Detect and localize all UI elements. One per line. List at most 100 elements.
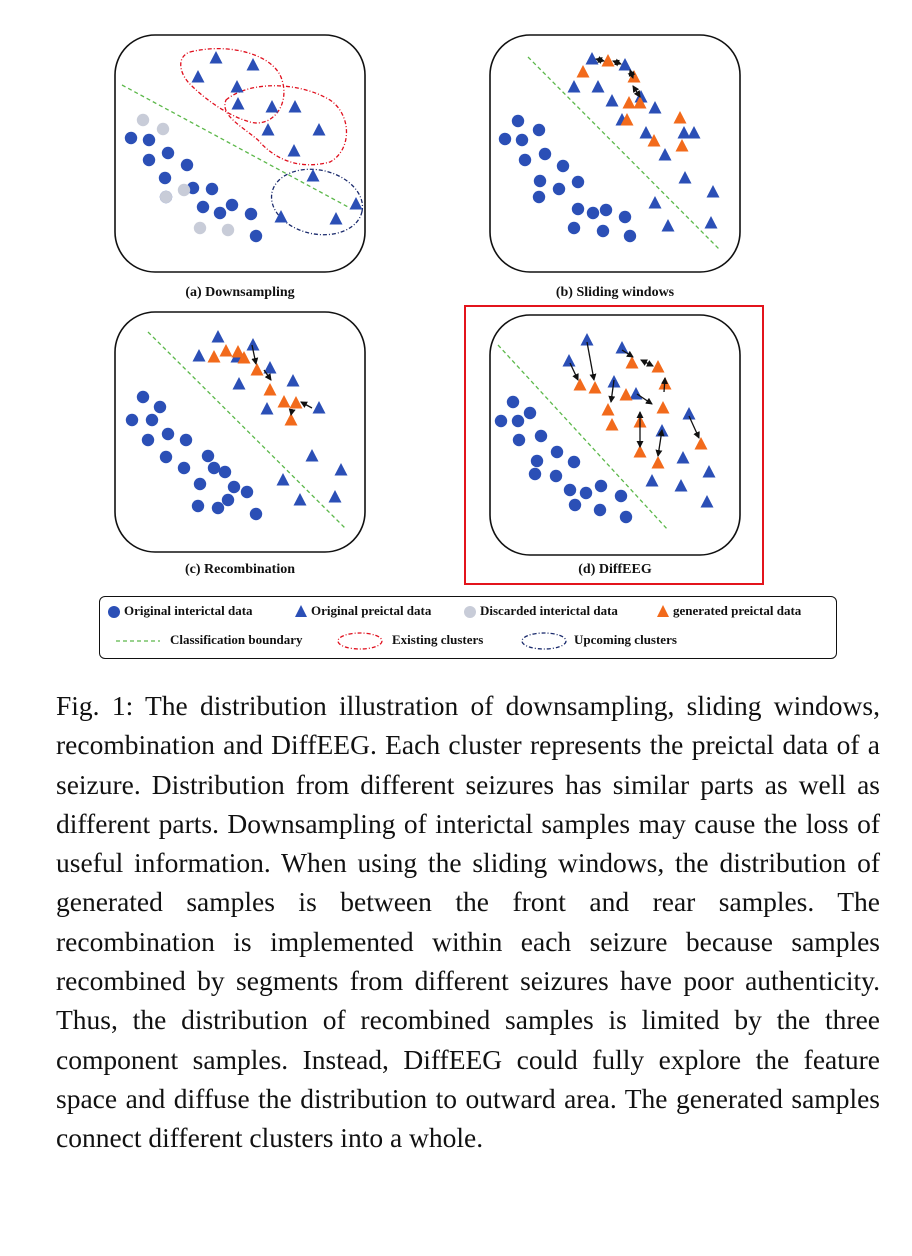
generated-triangle	[588, 381, 602, 394]
interictal-dot	[533, 174, 547, 188]
preictal-triangle	[191, 70, 205, 83]
interictal-dot	[142, 153, 156, 167]
generated-triangle	[633, 445, 647, 458]
preictal-triangle	[605, 94, 619, 107]
generated-triangle	[605, 418, 619, 431]
sliding-arrow	[632, 85, 641, 98]
interictal-dot	[218, 465, 232, 479]
preictal-triangle	[682, 407, 696, 420]
preictal-triangle	[192, 349, 206, 362]
discarded-dot	[193, 221, 207, 235]
legend-existing-ellipse	[337, 632, 383, 650]
interictal-dot	[498, 132, 512, 146]
interictal-dot	[193, 477, 207, 491]
panel-a-boundary	[121, 84, 351, 209]
legend-upcoming-clusters: Upcoming clusters	[574, 632, 677, 647]
generated-triangle	[651, 456, 665, 469]
generated-triangle	[263, 383, 277, 396]
preictal-triangle	[562, 354, 576, 367]
preictal-triangle	[328, 490, 342, 503]
panel-a-existing-cluster-1	[180, 48, 285, 124]
interictal-dot	[556, 159, 570, 173]
legend-generated-triangle	[657, 605, 669, 617]
interictal-dot	[599, 203, 613, 217]
preictal-triangle	[674, 479, 688, 492]
generated-triangle	[673, 111, 687, 124]
interictal-dot	[571, 202, 585, 216]
interictal-dot	[511, 414, 525, 428]
interictal-dot	[158, 171, 172, 185]
panel-b-label: (b) Sliding windows	[555, 285, 675, 300]
interictal-dot	[530, 454, 544, 468]
diffusion-arrow	[636, 393, 653, 405]
discarded-dot	[159, 190, 173, 204]
interictal-dot	[594, 479, 608, 493]
legend-original-preictal: Original preictal data	[311, 603, 432, 618]
interictal-dot	[596, 224, 610, 238]
interictal-dot	[532, 123, 546, 137]
interictal-dot	[191, 499, 205, 513]
preictal-triangle	[286, 374, 300, 387]
preictal-triangle	[661, 219, 675, 232]
panel-a-upcoming-cluster	[270, 168, 364, 236]
panel-c-frame	[114, 311, 366, 553]
preictal-triangle	[591, 80, 605, 93]
interictal-dot	[614, 489, 628, 503]
generated-triangle	[601, 403, 615, 416]
legend-discarded-interictal: Discarded interictal data	[480, 603, 618, 618]
panel-d-highlight	[464, 305, 764, 585]
preictal-triangle	[567, 80, 581, 93]
generated-triangle	[237, 351, 251, 364]
interictal-dot	[623, 229, 637, 243]
preictal-triangle	[246, 58, 260, 71]
preictal-triangle	[687, 126, 701, 139]
preictal-triangle	[629, 387, 643, 400]
generated-triangle	[647, 134, 661, 147]
interictal-dot	[494, 414, 508, 428]
panel-a-label: (a) Downsampling	[185, 285, 295, 300]
preictal-triangle	[334, 463, 348, 476]
interictal-dot	[201, 449, 215, 463]
preictal-triangle	[274, 210, 288, 223]
discarded-dot	[177, 183, 191, 197]
generated-triangle	[231, 345, 245, 358]
preictal-triangle	[648, 196, 662, 209]
legend-preictal-triangle	[295, 605, 307, 617]
interictal-dot	[534, 429, 548, 443]
preictal-triangle	[639, 126, 653, 139]
interictal-dot	[240, 485, 254, 499]
generated-triangle	[620, 113, 634, 126]
panel-a-existing-cluster-2	[224, 85, 348, 166]
interictal-dot	[567, 221, 581, 235]
interictal-dot	[180, 158, 194, 172]
panel-b-boundary	[527, 56, 721, 251]
interictal-dot	[567, 455, 581, 469]
generated-triangle	[622, 96, 636, 109]
preictal-triangle	[287, 144, 301, 157]
diffusion-arrow	[569, 362, 579, 381]
recombination-arrow	[300, 401, 313, 409]
interictal-dot	[512, 433, 526, 447]
diffusion-arrow	[688, 415, 700, 439]
interictal-dot	[142, 133, 156, 147]
interictal-dot	[145, 413, 159, 427]
interictal-dot	[563, 483, 577, 497]
interictal-dot	[159, 450, 173, 464]
generated-triangle	[207, 350, 221, 363]
generated-triangle	[625, 356, 639, 369]
interictal-dot	[161, 427, 175, 441]
interictal-dot	[244, 207, 258, 221]
panel-d-frame	[489, 314, 741, 556]
interictal-dot	[249, 229, 263, 243]
interictal-dot	[141, 433, 155, 447]
interictal-dot	[211, 501, 225, 515]
preictal-triangle	[678, 171, 692, 184]
figure-drawing	[108, 34, 764, 650]
interictal-dot	[618, 210, 632, 224]
preictal-triangle	[618, 58, 632, 71]
generated-triangle	[573, 378, 587, 391]
interictal-dot	[528, 467, 542, 481]
panel-b-frame	[489, 34, 741, 273]
interictal-dot	[136, 390, 150, 404]
generated-triangle	[619, 388, 633, 401]
